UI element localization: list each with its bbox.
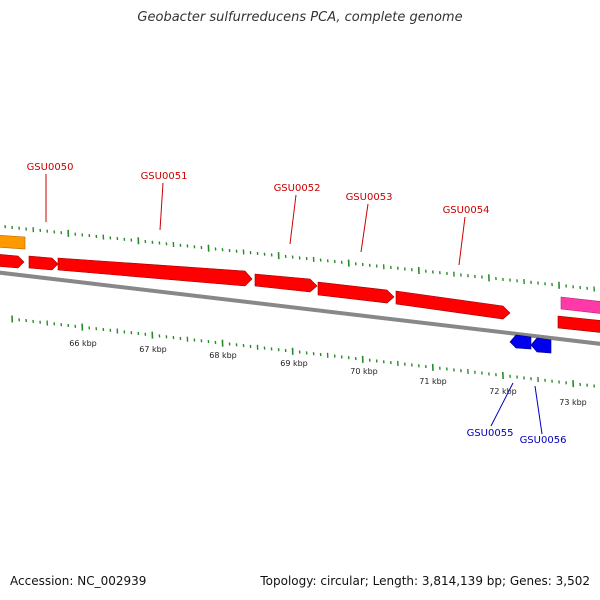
scale-label-66kbp: 66 kbp [69,339,97,348]
partial-gene-red-right[interactable] [557,315,600,333]
scale-label-70kbp: 70 kbp [350,367,378,376]
scale-label-69kbp: 69 kbp [280,359,308,368]
partial-gene-orange[interactable] [0,235,26,250]
outer-tick-track [4,225,595,292]
scale-label-71kbp: 71 kbp [419,377,447,386]
scale-label-68kbp: 68 kbp [209,351,237,360]
scale-label-73kbp: 73 kbp [559,398,587,407]
accession-text: Accession: NC_002939 [10,574,147,588]
genome-summary-text: Topology: circular; Length: 3,814,139 bp… [260,574,590,588]
gene-label-gsu0053[interactable]: GSU0053 [346,192,393,203]
gene-arrow-gsu0054[interactable] [395,290,511,320]
gene-arrow-left-partial[interactable] [0,254,25,269]
gene-arrow-gsu0055[interactable] [509,334,532,350]
gene-label-gsu0056[interactable]: GSU0056 [520,435,567,446]
leader-line-gsu0051 [159,182,164,231]
partial-gene-pink[interactable] [560,296,600,314]
leader-line-gsu0054 [458,216,466,266]
gene-label-gsu0054[interactable]: GSU0054 [443,205,490,216]
genome-title: Geobacter sulfurreducens PCA, complete g… [137,10,463,25]
gene-label-gsu0052[interactable]: GSU0052 [274,183,321,194]
gene-arrow-gsu0056[interactable] [530,337,552,354]
scale-label-67kbp: 67 kbp [139,345,167,354]
leader-line-gsu0056 [534,385,543,435]
gene-arrow-gsu0053[interactable] [317,281,395,304]
leader-line-gsu0052 [289,194,297,245]
gene-arrow-gsu0051[interactable] [57,257,253,287]
leader-line-gsu0055 [490,382,514,427]
scale-label-72kbp: 72 kbp [489,387,517,396]
gene-label-gsu0051[interactable]: GSU0051 [141,171,188,182]
genome-backbone [0,270,600,346]
inner-tick-track [11,315,595,388]
gene-label-gsu0050[interactable]: GSU0050 [27,162,74,173]
leader-line-gsu0053 [360,203,369,253]
gene-arrow-gsu0050[interactable] [28,255,59,271]
gene-label-gsu0055[interactable]: GSU0055 [467,428,514,439]
gene-arrow-gsu0052[interactable] [254,273,318,293]
